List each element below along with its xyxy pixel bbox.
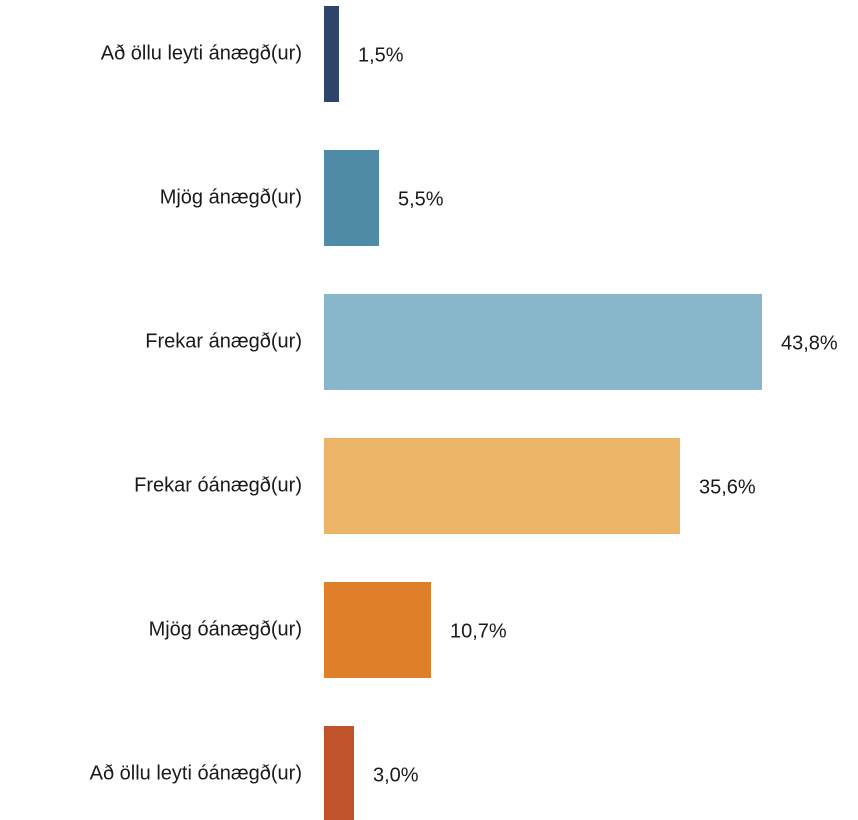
category-label: Frekar ánægð(ur) xyxy=(145,330,302,352)
value-label: 1,5% xyxy=(358,44,404,66)
value-label: 43,8% xyxy=(781,332,838,354)
value-label: 3,0% xyxy=(373,764,419,786)
bar xyxy=(324,294,762,390)
category-label: Að öllu leyti óánægð(ur) xyxy=(90,762,302,784)
bar xyxy=(324,150,379,246)
category-label: Mjög óánægð(ur) xyxy=(149,618,302,640)
bar xyxy=(324,726,354,820)
category-label: Mjög ánægð(ur) xyxy=(160,186,302,208)
value-label: 5,5% xyxy=(398,188,444,210)
category-label: Frekar óánægð(ur) xyxy=(134,474,302,496)
bar xyxy=(324,6,339,102)
value-label: 10,7% xyxy=(450,620,507,642)
value-label: 35,6% xyxy=(699,476,756,498)
bar xyxy=(324,582,431,678)
category-label: Að öllu leyti ánægð(ur) xyxy=(101,42,302,64)
bar xyxy=(324,438,680,534)
